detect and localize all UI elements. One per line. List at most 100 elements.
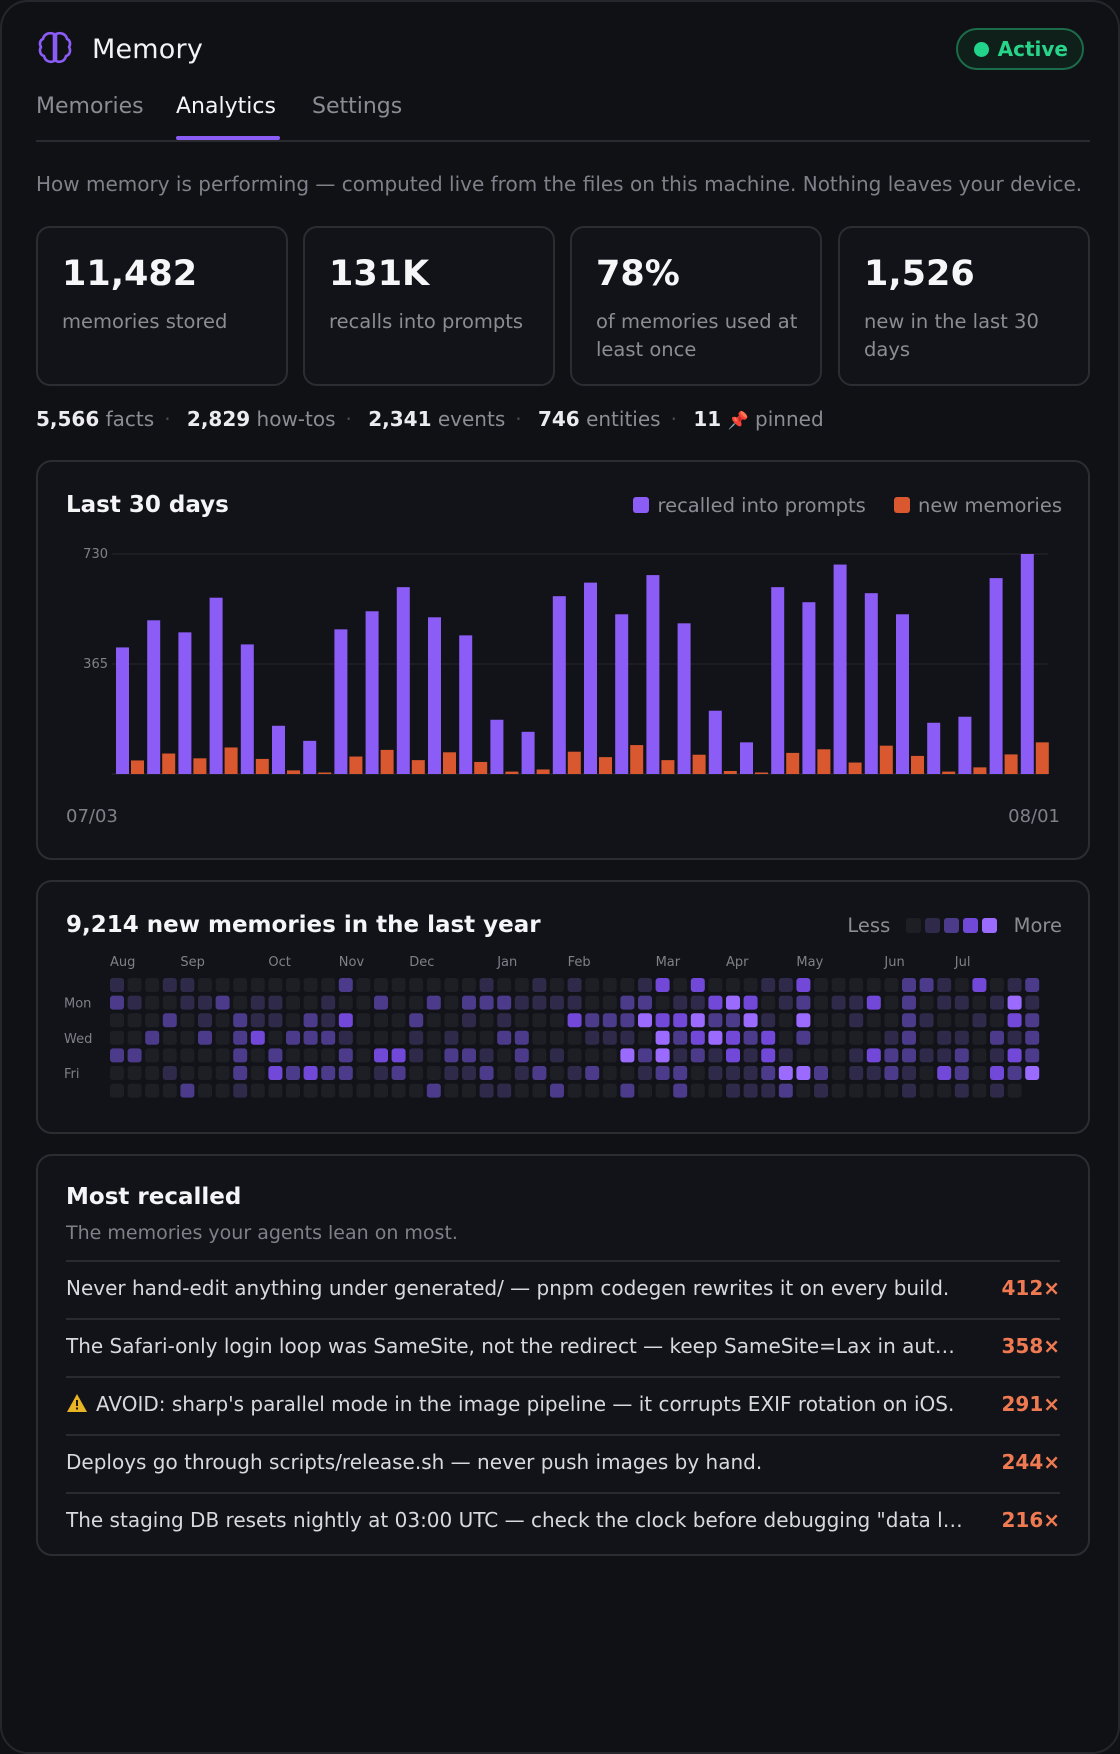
howtos-count: 2,829	[186, 407, 251, 431]
y-tick-label: 365	[83, 657, 108, 672]
heatmap-cell	[198, 1083, 212, 1098]
heatmap-cell	[145, 1013, 160, 1028]
heatmap-cell	[550, 995, 564, 1010]
heatmap-cell	[884, 978, 899, 992]
heatmap-cell	[180, 1066, 195, 1080]
heatmap-cell	[444, 1013, 459, 1028]
heatmap-cell	[990, 1030, 1004, 1045]
heatmap-cell	[250, 978, 265, 992]
heatmap-cell	[497, 1048, 512, 1063]
heatmap-cell	[250, 1013, 265, 1028]
list-item[interactable]: The staging DB resets nightly at 03:00 U…	[66, 1492, 1060, 1550]
heatmap-cell	[215, 1013, 230, 1028]
heatmap-cell	[761, 1013, 776, 1028]
heatmap-cell	[954, 995, 969, 1010]
heatmap-cell	[726, 1083, 740, 1098]
heatmap-cell	[726, 1030, 740, 1045]
recall-count: 244×	[1001, 1450, 1060, 1474]
heatmap-cell	[690, 978, 705, 992]
heatmap-cell	[602, 978, 617, 992]
most-recalled-subtitle: The memories your agents lean on most.	[66, 1222, 458, 1244]
entities-label: entities	[586, 407, 661, 431]
bar-new-memories	[193, 758, 207, 774]
heatmap-cell	[391, 1013, 406, 1028]
heatmap-cell	[532, 995, 547, 1010]
heatmap-cell	[532, 1066, 547, 1080]
heatmap-cell	[602, 1066, 617, 1080]
heatmap-cell	[902, 1030, 916, 1045]
heatmap-cell	[233, 995, 248, 1010]
recall-count: 412×	[1001, 1276, 1060, 1300]
bar-recalled	[147, 620, 161, 774]
heatmap-cell	[462, 1083, 476, 1098]
heatmap-cell	[884, 1013, 899, 1028]
bar-recalled	[989, 578, 1003, 774]
bar-recalled	[459, 635, 473, 774]
heatmap-cell	[391, 995, 406, 1010]
heatmap-cell	[954, 1066, 969, 1080]
heatmap-cell	[550, 978, 564, 992]
heatmap-cell	[849, 978, 864, 992]
heatmap-cell	[972, 1083, 987, 1098]
list-item[interactable]: Deploys go through scripts/release.sh — …	[66, 1434, 1060, 1492]
tab-settings[interactable]: Settings	[312, 94, 403, 119]
heatmap-cell	[726, 995, 740, 1010]
heatmap-cell	[321, 1083, 336, 1098]
memory-type-counts: 5,566 facts · 2,829 how-tos · 2,341 events…	[36, 407, 824, 431]
heatmap-cell	[849, 995, 864, 1010]
heatmap-cell	[127, 1066, 142, 1080]
heatmap-cell	[620, 995, 635, 1010]
heatmap-cell	[497, 1066, 512, 1080]
weekday-label: Mon	[64, 997, 91, 1012]
stat-label: of memories used at least once	[596, 310, 798, 361]
bar-recalled	[584, 582, 597, 774]
list-item[interactable]: The Safari-only login loop was SameSite,…	[66, 1318, 1060, 1376]
list-item[interactable]: AVOID: sharp's parallel mode in the imag…	[66, 1376, 1060, 1434]
heatmap-cell	[426, 995, 441, 1010]
heatmap-cell	[127, 978, 142, 992]
tab-memories[interactable]: Memories	[36, 94, 144, 119]
bar-recalled	[209, 597, 223, 774]
list-item[interactable]: Never hand-edit anything under generated…	[66, 1260, 1060, 1318]
heatmap-cell	[303, 1030, 318, 1045]
heatmap-cell	[708, 1030, 723, 1045]
heatmap-cell	[690, 1066, 705, 1080]
heatmap-cell	[778, 1030, 793, 1045]
heatmap-cell	[409, 978, 424, 992]
month-label: Jun	[883, 955, 904, 970]
heatmap-cell	[479, 978, 494, 992]
bar-new-memories	[162, 753, 176, 774]
heatmap-legend-level-0	[906, 918, 922, 933]
heatmap-cell	[902, 978, 916, 992]
activity-heatmap: Aug Sep Oct Nov Dec Jan Feb Mar Apr May Jun Jul Mon W…	[64, 955, 1040, 1098]
heatmap-cell	[831, 995, 846, 1010]
heatmap-cell	[954, 1083, 969, 1098]
heatmap-cell	[145, 1048, 160, 1063]
heatmap-cell	[198, 995, 212, 1010]
heatmap-cell	[866, 1048, 881, 1063]
heatmap-cell	[937, 1013, 952, 1028]
heatmap-cell	[514, 1048, 529, 1063]
heatmap-cell	[866, 995, 881, 1010]
tab-analytics[interactable]: Analytics	[176, 94, 276, 119]
stat-value: 131K	[329, 254, 430, 294]
heatmap-cell	[162, 1048, 177, 1063]
heatmap-cell	[180, 1083, 195, 1098]
heatmap-cell	[514, 1083, 529, 1098]
heatmap-cell	[831, 978, 846, 992]
stat-label: new in the last 30 days	[864, 310, 1039, 361]
bar-new-memories	[942, 771, 956, 774]
pinned-count: 11	[693, 407, 722, 431]
tab-bar: Memories Analytics Settings	[36, 90, 1090, 142]
bar-new-memories	[911, 755, 924, 774]
heatmap-cell	[426, 1066, 441, 1080]
heatmap-cell	[778, 978, 793, 992]
heatmap-cell	[462, 978, 476, 992]
heatmap-cell	[673, 1030, 688, 1045]
month-label: Mar	[656, 955, 681, 970]
heatmap-cell	[198, 1013, 212, 1028]
heatmap-cell	[532, 1030, 547, 1045]
heatmap-cell	[690, 995, 705, 1010]
entities-count: 746	[537, 407, 580, 431]
